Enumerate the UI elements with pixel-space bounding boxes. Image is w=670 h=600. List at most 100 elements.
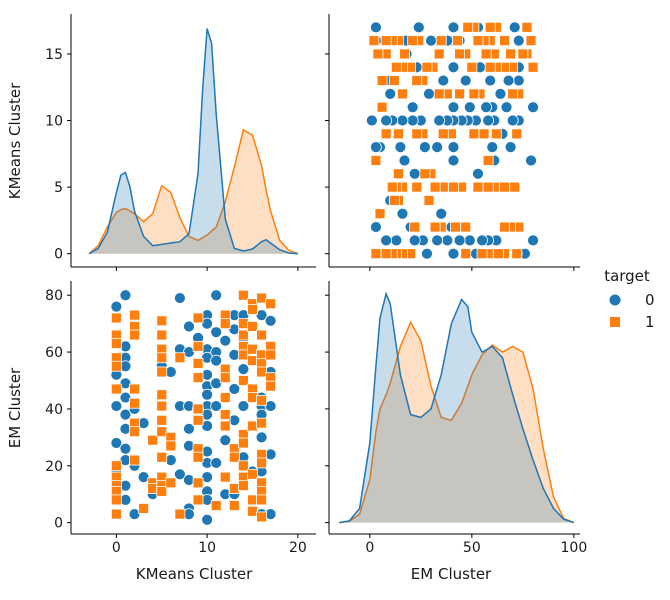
em-vs-kmeans-xtick-label: 0 bbox=[112, 540, 121, 556]
scatter-point-target-1 bbox=[247, 343, 258, 355]
scatter-point-target-0 bbox=[486, 141, 499, 154]
legend-marker-0 bbox=[608, 293, 622, 307]
scatter-point-target-0 bbox=[508, 21, 521, 34]
em-vs-kmeans-ytick-label: 20 bbox=[45, 459, 63, 475]
scatter-point-target-0 bbox=[110, 300, 123, 313]
scatter-point-target-1 bbox=[228, 483, 240, 494]
legend-label-0: 0 bbox=[645, 291, 655, 309]
scatter-point-target-0 bbox=[500, 101, 513, 114]
legend-title: target bbox=[604, 267, 650, 285]
scatter-point-target-1 bbox=[138, 503, 149, 514]
scatter-point-target-1 bbox=[256, 417, 267, 429]
scatter-point-target-1 bbox=[448, 181, 459, 193]
scatter-point-target-1 bbox=[421, 61, 433, 73]
scatter-point-target-1 bbox=[238, 460, 249, 472]
scatter-point-target-0 bbox=[423, 87, 435, 100]
em-density-target-1-line bbox=[339, 320, 575, 524]
scatter-point-target-0 bbox=[527, 101, 539, 114]
scatter-point-target-1 bbox=[433, 88, 445, 100]
scatter-point-target-1 bbox=[411, 75, 423, 86]
scatter-point-target-1 bbox=[192, 358, 204, 369]
scatter-point-target-0 bbox=[472, 167, 484, 180]
scatter-point-target-0 bbox=[380, 234, 393, 247]
em-vs-kmeans-xtick-label: 10 bbox=[198, 540, 216, 556]
scatter-point-target-1 bbox=[397, 88, 408, 100]
scatter-point-target-1 bbox=[156, 352, 168, 364]
scatter-point-target-1 bbox=[499, 181, 510, 193]
ylabel-em: EM Cluster bbox=[6, 367, 24, 448]
scatter-point-target-1 bbox=[247, 494, 258, 506]
scatter-point-target-1 bbox=[219, 372, 231, 384]
scatter-point-target-1 bbox=[219, 318, 231, 330]
scatter-point-target-0 bbox=[408, 234, 421, 247]
scatter-point-target-1 bbox=[386, 181, 398, 193]
scatter-point-target-0 bbox=[398, 154, 411, 167]
scatter-point-target-1 bbox=[399, 48, 410, 60]
kmeans-density-target-0-line bbox=[88, 28, 298, 255]
scatter-point-target-1 bbox=[429, 221, 441, 233]
scatter-point-target-0 bbox=[210, 326, 223, 339]
scatter-point-target-1 bbox=[476, 248, 488, 260]
scatter-point-target-0 bbox=[484, 74, 497, 87]
scatter-point-target-0 bbox=[396, 207, 409, 220]
scatter-point-target-1 bbox=[388, 75, 400, 86]
scatter-point-target-0 bbox=[441, 234, 454, 247]
kmeans-density-target-1-area bbox=[89, 129, 298, 254]
scatter-point-target-1 bbox=[192, 414, 204, 426]
scatter-point-target-0 bbox=[447, 141, 460, 154]
scatter-point-target-0 bbox=[447, 154, 460, 167]
scatter-point-target-1 bbox=[521, 21, 533, 33]
scatter-point-target-1 bbox=[247, 420, 258, 432]
scatter-point-target-0 bbox=[137, 471, 150, 484]
scatter-point-target-0 bbox=[228, 323, 241, 336]
scatter-point-target-1 bbox=[480, 48, 492, 60]
scatter-point-target-1 bbox=[110, 338, 122, 349]
scatter-point-target-0 bbox=[201, 388, 214, 401]
scatter-point-target-1 bbox=[429, 181, 441, 193]
scatter-point-target-1 bbox=[435, 35, 447, 47]
em-vs-kmeans-ytick-label: 40 bbox=[45, 402, 63, 418]
kmeans-density-ytick-label: 5 bbox=[54, 180, 63, 196]
scatter-point-target-0 bbox=[527, 234, 539, 247]
scatter-point-target-0 bbox=[453, 234, 466, 247]
scatter-point-target-1 bbox=[247, 321, 258, 332]
scatter-point-target-1 bbox=[110, 383, 122, 395]
scatter-point-target-1 bbox=[174, 508, 186, 520]
scatter-point-target-1 bbox=[129, 309, 140, 321]
scatter-point-target-1 bbox=[192, 372, 204, 384]
scatter-point-target-0 bbox=[459, 74, 472, 87]
scatter-point-target-1 bbox=[490, 128, 502, 140]
em-vs-kmeans-scatter-panel: 0 10 20 0 20 40 60 80 bbox=[45, 281, 316, 556]
scatter-point-target-0 bbox=[255, 431, 268, 444]
scatter-point-target-1 bbox=[156, 329, 168, 341]
scatter-point-target-1 bbox=[484, 61, 496, 73]
scatter-point-target-1 bbox=[110, 312, 122, 324]
scatter-point-target-0 bbox=[173, 292, 186, 304]
em-vs-kmeans-ytick-label: 80 bbox=[45, 288, 63, 304]
scatter-point-target-1 bbox=[368, 35, 380, 47]
scatter-point-target-1 bbox=[256, 366, 267, 378]
scatter-point-target-1 bbox=[247, 392, 258, 403]
scatter-point-target-1 bbox=[372, 48, 384, 60]
scatter-point-target-0 bbox=[421, 247, 433, 260]
scatter-point-target-0 bbox=[512, 34, 525, 47]
scatter-point-target-1 bbox=[380, 248, 392, 260]
scatter-point-target-1 bbox=[129, 329, 140, 341]
scatter-point-target-1 bbox=[419, 168, 431, 180]
scatter-point-target-1 bbox=[228, 451, 240, 463]
scatter-point-target-0 bbox=[210, 457, 223, 469]
scatter-point-target-1 bbox=[238, 289, 249, 301]
scatter-point-target-1 bbox=[376, 75, 388, 86]
scatter-point-target-0 bbox=[437, 74, 450, 87]
scatter-point-target-1 bbox=[505, 48, 517, 60]
scatter-point-target-1 bbox=[256, 292, 267, 304]
scatter-point-target-0 bbox=[419, 141, 431, 154]
scatter-point-target-1 bbox=[409, 221, 421, 233]
scatter-point-target-1 bbox=[466, 61, 478, 73]
scatter-point-target-0 bbox=[447, 21, 460, 34]
scatter-point-target-1 bbox=[265, 298, 277, 310]
scatter-point-target-1 bbox=[219, 471, 231, 483]
scatter-point-target-0 bbox=[237, 400, 250, 412]
scatter-point-target-0 bbox=[210, 377, 223, 390]
scatter-point-target-0 bbox=[494, 87, 507, 100]
